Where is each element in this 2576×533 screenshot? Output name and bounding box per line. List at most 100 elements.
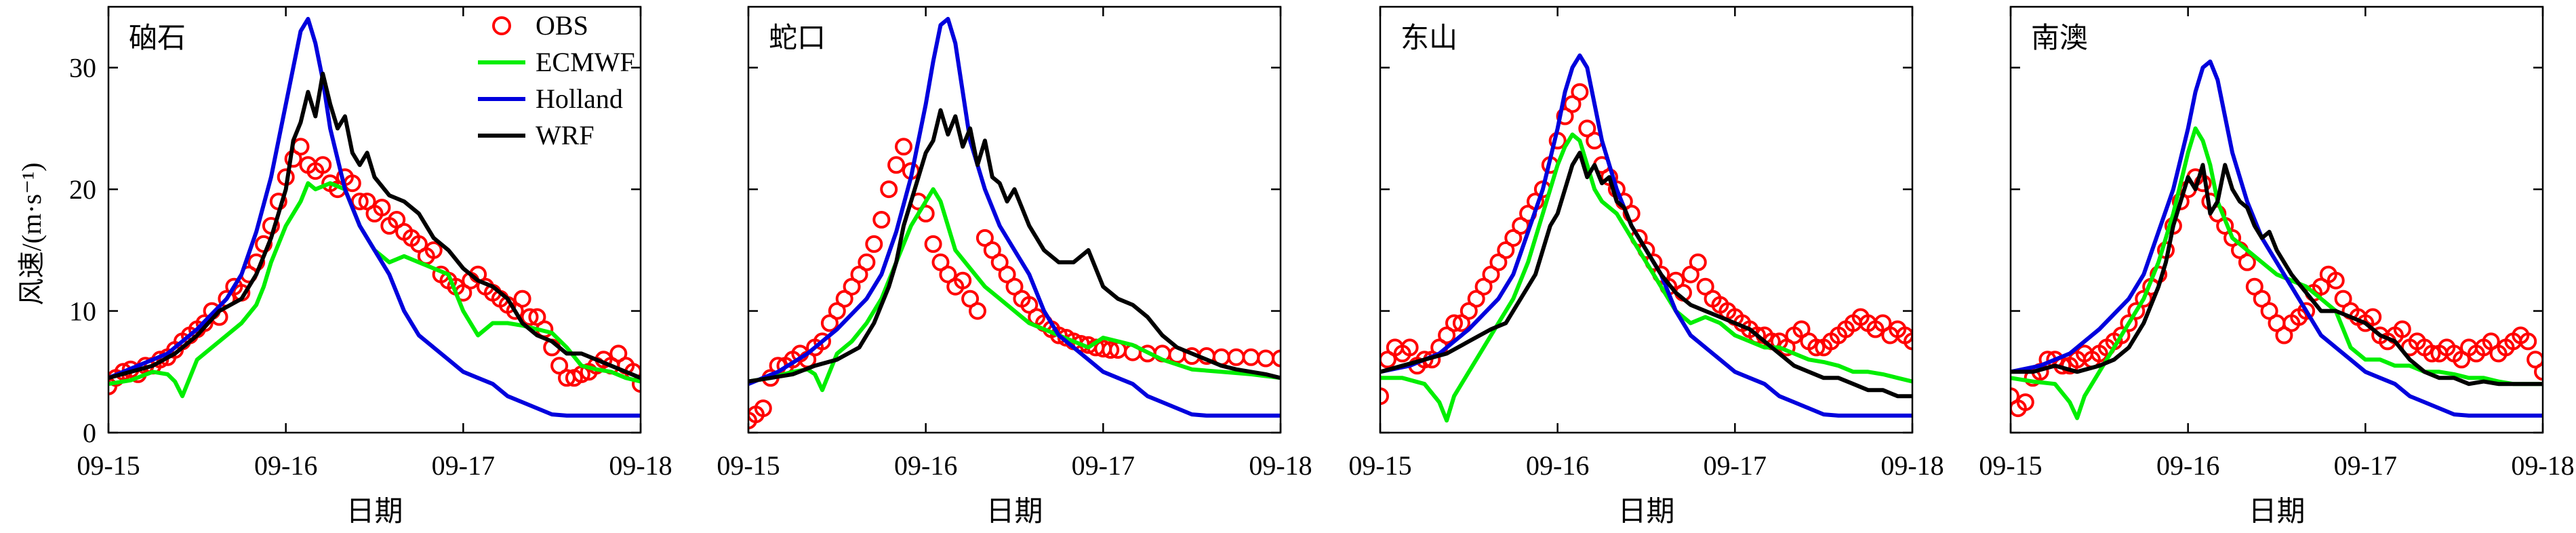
obs-point	[2327, 271, 2345, 290]
y-axis-label: 风速/(m·s⁻¹)	[16, 163, 47, 306]
obs-point	[887, 156, 906, 174]
obs-series	[1380, 83, 1912, 406]
x-tick-label: 09-16	[254, 450, 317, 481]
panel-title: 东山	[1401, 22, 1457, 54]
obs-point	[872, 211, 891, 229]
obs-point	[373, 199, 391, 217]
obs-point	[2016, 393, 2034, 412]
x-tick-label: 09-18	[1249, 450, 1312, 481]
obs-point	[1227, 348, 1245, 366]
obs-point	[2393, 320, 2411, 338]
obs-point	[858, 253, 876, 271]
x-tick-label: 09-16	[894, 450, 957, 481]
obs-point	[1049, 326, 1068, 344]
legend-obs-marker	[492, 16, 511, 35]
series-line-holland	[108, 16, 641, 418]
obs-point	[350, 193, 369, 211]
x-axis-label: 日期	[1617, 496, 1674, 528]
series-line-wrf	[1380, 151, 1912, 399]
obs-point	[1904, 332, 1912, 351]
obs-point	[424, 241, 443, 259]
obs-point	[513, 290, 531, 308]
axes-frame	[107, 5, 642, 434]
series-line-ecmwf	[748, 187, 1281, 393]
panel-title: 蛇口	[769, 23, 826, 54]
x-tick-label: 09-15	[717, 450, 780, 481]
legend-label: ECMWF	[536, 47, 635, 77]
x-tick-label: 09-18	[1880, 450, 1944, 481]
x-tick-label: 09-18	[609, 450, 672, 481]
obs-point	[521, 308, 539, 326]
obs-point	[2011, 387, 2019, 406]
y-tick-label: 20	[69, 174, 96, 205]
x-tick-label: 09-17	[1072, 450, 1135, 481]
obs-point	[291, 138, 310, 156]
obs-point	[2238, 253, 2256, 271]
obs-point	[924, 235, 942, 253]
obs-point	[2127, 302, 2146, 320]
y-tick-label: 30	[69, 53, 96, 83]
x-tick-label: 09-15	[1979, 450, 2042, 481]
series-line-holland	[748, 16, 1281, 418]
obs-point	[1272, 349, 1281, 368]
panel-title: 硇石	[129, 23, 186, 54]
obs-point	[2297, 302, 2316, 320]
x-axis-label: 日期	[2248, 496, 2305, 528]
obs-point	[969, 302, 986, 320]
y-tick-label: 10	[69, 296, 96, 327]
obs-point	[2423, 344, 2441, 363]
x-tick-label: 09-17	[1704, 450, 1767, 481]
obs-point	[2519, 332, 2537, 351]
obs-point	[1445, 314, 1463, 332]
panel-title: 南澳	[2031, 23, 2088, 54]
obs-point	[1689, 253, 1707, 271]
obs-point	[632, 375, 641, 393]
axes-frame	[1379, 5, 1914, 434]
series-line-wrf	[748, 108, 1281, 384]
obs-point	[865, 235, 883, 253]
obs-point	[813, 332, 831, 351]
x-tick-label: 09-15	[77, 450, 140, 481]
legend-label: Holland	[536, 83, 623, 114]
obs-point	[1497, 241, 1515, 259]
x-tick-label: 09-15	[1348, 450, 1411, 481]
obs-point	[754, 399, 772, 418]
legend-label: OBS	[536, 10, 588, 41]
series-line-holland	[2011, 59, 2543, 418]
x-tick-label: 09-17	[2334, 450, 2397, 481]
x-axis-label: 日期	[346, 496, 403, 528]
obs-point	[954, 271, 972, 290]
x-tick-label: 09-18	[2511, 450, 2574, 481]
y-tick-label: 0	[83, 418, 96, 448]
obs-point	[1257, 349, 1275, 368]
x-tick-label: 09-16	[1526, 450, 1589, 481]
obs-point	[1242, 348, 1260, 366]
obs-point	[1380, 387, 1389, 406]
obs-point	[2534, 363, 2543, 381]
x-tick-label: 09-16	[2156, 450, 2219, 481]
obs-point	[1102, 341, 1120, 359]
x-tick-label: 09-17	[432, 450, 495, 481]
obs-point	[314, 156, 332, 174]
obs-series	[748, 138, 1281, 430]
legend-label: WRF	[536, 120, 595, 151]
obs-point	[1571, 83, 1589, 101]
series-line-wrf	[2011, 163, 2543, 387]
obs-point	[2364, 308, 2382, 326]
obs-point	[895, 138, 912, 156]
obs-point	[1401, 338, 1419, 357]
series-line-ecmwf	[2011, 126, 2543, 420]
legend: OBS ECMWF Holland WRF	[478, 10, 635, 151]
series-line-ecmwf	[108, 181, 641, 399]
series-line-ecmwf	[1380, 132, 1912, 423]
axes-frame	[747, 5, 1282, 434]
series-line-wrf	[108, 71, 641, 380]
axes-frame	[2009, 5, 2544, 434]
obs-point	[1807, 338, 1826, 357]
